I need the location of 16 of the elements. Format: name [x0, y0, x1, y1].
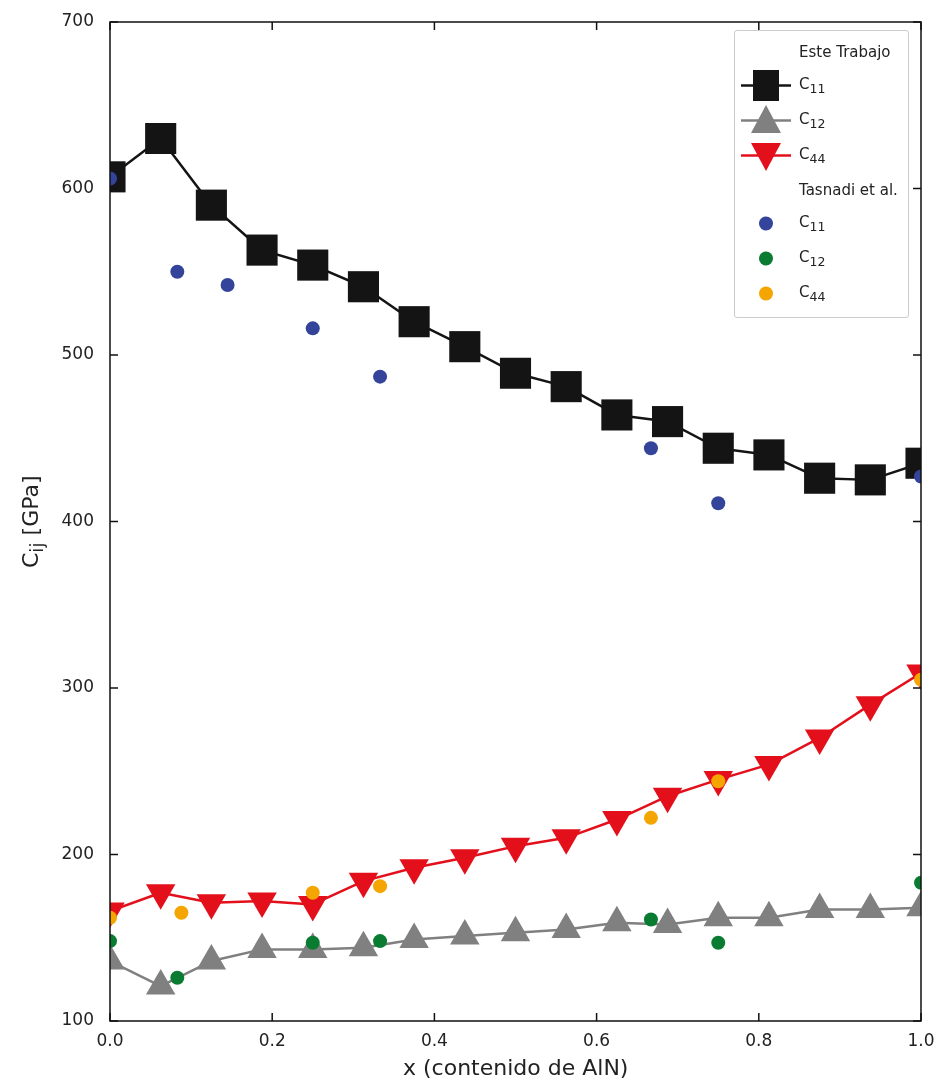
- y-tick-label: 500: [61, 343, 94, 364]
- x-tick-label: 1.0: [907, 1029, 935, 1050]
- y-tick-label: 100: [61, 1009, 94, 1030]
- y-tick-label: 400: [61, 509, 94, 530]
- annotation: Este Trabajo: [798, 41, 892, 63]
- y-tick-label: 600: [61, 176, 94, 197]
- y-tick-label: 200: [61, 842, 94, 863]
- y-tick-label: 300: [61, 676, 94, 697]
- x-axis-title: x (contenido de AlN): [403, 1055, 629, 1080]
- y-tick-label: 700: [61, 10, 94, 31]
- x-tick-label: 0.0: [96, 1029, 124, 1050]
- x-tick-label: 0.2: [258, 1029, 286, 1050]
- x-tick-label: 0.4: [420, 1029, 448, 1050]
- legend-label: C$_{11}$: [799, 75, 826, 96]
- x-tick-label: 0.6: [583, 1029, 611, 1050]
- x-tick-label: 0.8: [745, 1029, 773, 1050]
